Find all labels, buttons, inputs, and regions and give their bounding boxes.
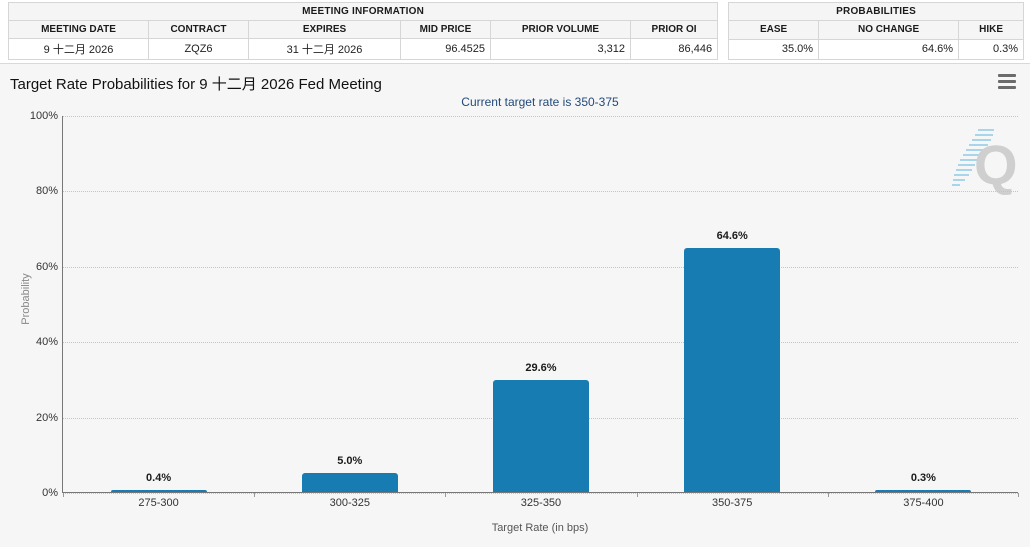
probability-bar-275-300[interactable] <box>110 490 207 492</box>
col-prior-oi: PRIOR OI <box>629 20 719 39</box>
bar-value-label: 0.4% <box>146 472 172 484</box>
x-axis-tick <box>63 493 64 497</box>
quikstrike-q-watermark-icon: Q <box>952 129 1018 196</box>
watermark-letter: Q <box>974 133 1018 196</box>
col-expires: EXPIRES <box>248 20 401 39</box>
col-contract: CONTRACT <box>148 20 249 39</box>
col-hike: HIKE <box>958 20 1025 40</box>
x-axis-tick <box>827 493 829 497</box>
summary-tables: MEETING INFORMATION MEETING DATE CONTRAC… <box>0 0 1030 61</box>
chart-subtitle: Current target rate is 350-375 <box>461 95 619 109</box>
probabilities-table: PROBABILITIES EASE NO CHANGE HIKE 35.0% … <box>728 1 1025 61</box>
probabilities-title: PROBABILITIES <box>728 1 1025 22</box>
x-axis-tick <box>636 493 638 497</box>
x-tick-label: 275-300 <box>138 497 179 509</box>
x-tick-label: 375-400 <box>903 497 944 509</box>
x-tick-label: 300-325 <box>329 497 370 509</box>
y-tick-label: 60% <box>35 260 58 273</box>
y-tick-label: 100% <box>29 110 58 122</box>
probabilities-row: 35.0% 64.6% 0.3% <box>728 38 1025 61</box>
gridline <box>63 493 1018 494</box>
col-meeting-date: MEETING DATE <box>8 20 149 39</box>
x-axis-title: Target Rate (in bps) <box>491 522 589 534</box>
bar-value-label: 5.0% <box>337 455 363 468</box>
expires-value: 31 十二月 2026 <box>248 38 401 60</box>
probability-bar-300-325[interactable] <box>301 473 398 492</box>
x-axis-tick <box>1018 493 1019 497</box>
col-mid-price: MID PRICE <box>400 20 491 39</box>
col-prior-volume: PRIOR VOLUME <box>490 20 631 39</box>
x-tick-label: 325-350 <box>520 497 562 509</box>
y-tick-label: 40% <box>35 336 58 349</box>
bar-value-label: 0.3% <box>910 472 936 484</box>
y-tick-label: 20% <box>35 411 58 424</box>
meeting-information-title: MEETING INFORMATION <box>7 2 719 21</box>
col-no-change: NO CHANGE <box>818 20 960 40</box>
chart-title: Target Rate Probabilities for 9 十二月 2026… <box>10 76 382 93</box>
x-axis-tick <box>445 493 447 497</box>
hamburger-icon <box>998 86 1016 89</box>
contract-value: ZQZ6 <box>148 38 249 60</box>
probability-bar-325-350[interactable] <box>493 380 589 492</box>
gridline <box>63 342 1018 344</box>
gridline <box>63 191 1018 193</box>
prior-oi-value: 86,446 <box>629 38 719 60</box>
target-rate-chart-panel: Target Rate Probabilities for 9 十二月 2026… <box>0 63 1030 547</box>
chart-menu-button[interactable] <box>998 74 1016 89</box>
bar-value-label: 64.6% <box>716 230 748 243</box>
col-ease: EASE <box>728 20 820 40</box>
gridline <box>63 266 1018 268</box>
prior-volume-value: 3,312 <box>490 38 631 60</box>
no-change-value: 64.6% <box>818 38 960 61</box>
probability-bar-350-375[interactable] <box>684 248 781 492</box>
mid-price-value: 96.4525 <box>400 38 491 60</box>
gridline <box>63 116 1018 117</box>
hamburger-icon <box>998 74 1016 77</box>
meeting-information-row: 9 十二月 2026 ZQZ6 31 十二月 2026 96.4525 3,31… <box>8 38 719 60</box>
meeting-information-table: MEETING INFORMATION MEETING DATE CONTRAC… <box>7 2 719 60</box>
bar-value-label: 29.6% <box>525 362 557 375</box>
probability-bar-375-400[interactable] <box>875 490 972 492</box>
x-tick-label: 350-375 <box>712 497 753 509</box>
y-tick-label: 80% <box>35 185 58 198</box>
meeting-date-value: 9 十二月 2026 <box>8 38 149 60</box>
bar-chart-plot-area: 0.4% 275-300 5.0% 300-325 29.6% 325-350 64.6% 3… <box>62 116 1019 509</box>
y-tick-label: 0% <box>42 487 58 499</box>
hike-value: 0.3% <box>958 38 1025 61</box>
hamburger-icon <box>998 80 1016 83</box>
ease-value: 35.0% <box>728 38 820 61</box>
x-axis-tick <box>254 493 256 497</box>
